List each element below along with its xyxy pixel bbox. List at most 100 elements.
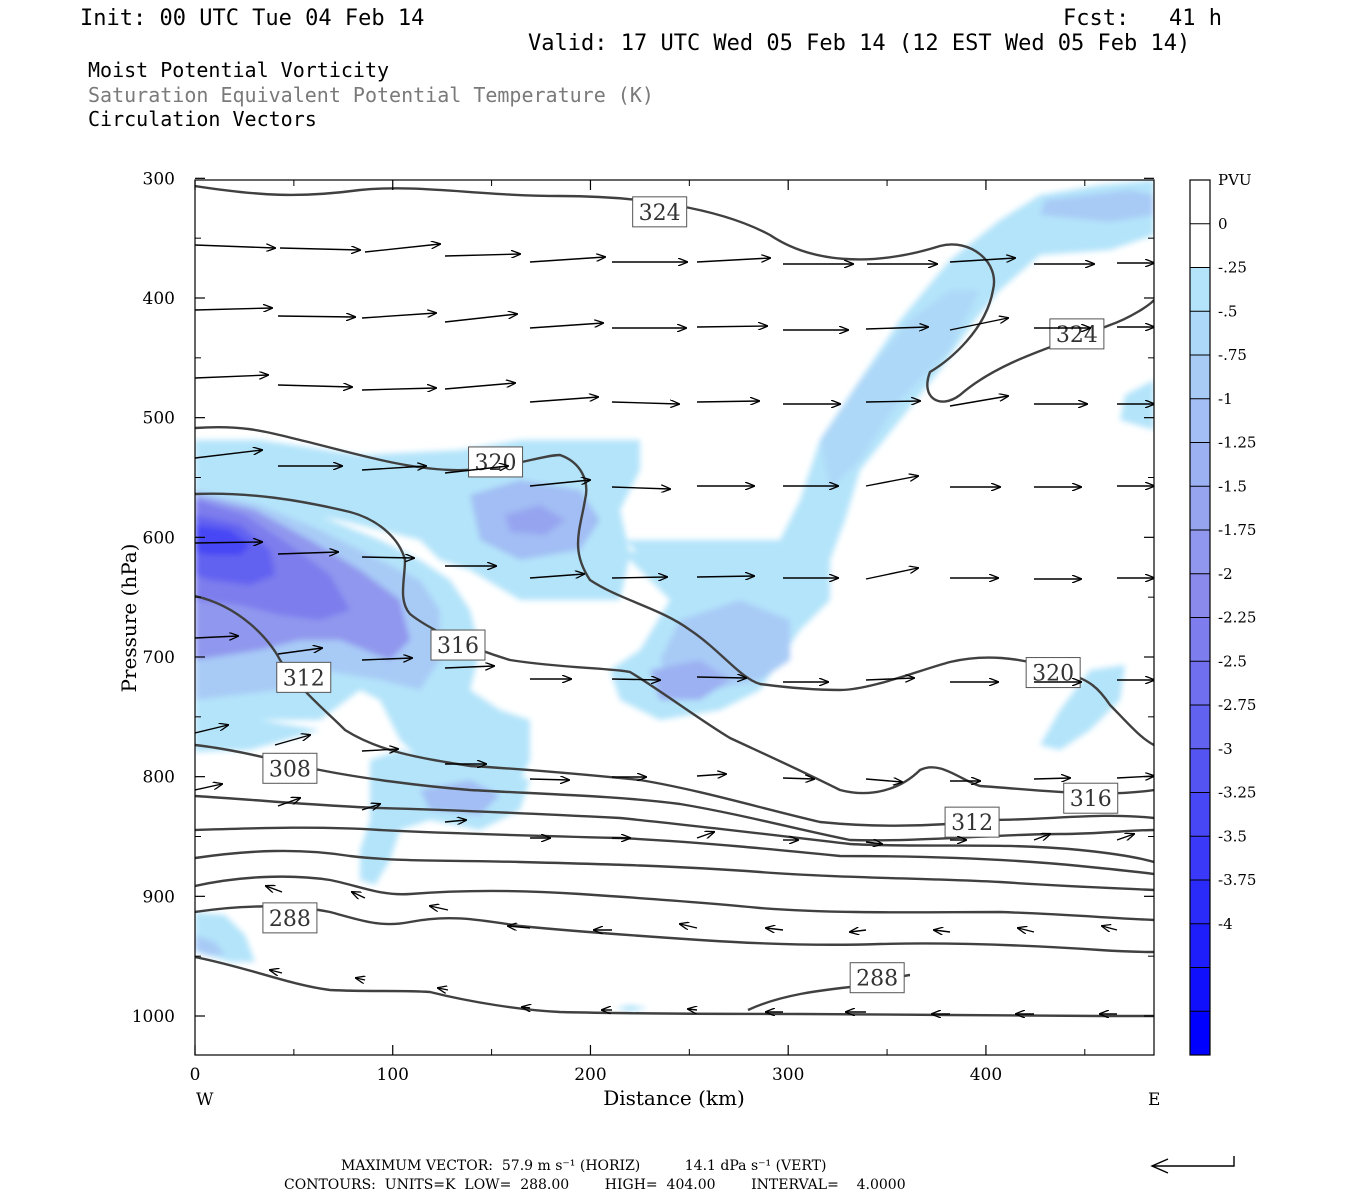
contour-label-box <box>430 629 486 661</box>
colorbar-label: -3.5 <box>1218 827 1247 845</box>
colorbar-label: -4 <box>1218 915 1233 933</box>
contour-284 <box>195 955 1154 1018</box>
contour-324-upper <box>195 184 1154 403</box>
mpv-region-right-edge <box>1120 380 1154 430</box>
colorbar-label: -2.5 <box>1218 652 1247 670</box>
footer-max-vector: MAXIMUM VECTOR: 57.9 m s⁻¹ (HORIZ) 14.1 … <box>341 1158 827 1174</box>
colorbar-swatch <box>1190 267 1210 312</box>
contour-label-box <box>1049 318 1105 350</box>
contour-label: 288 <box>269 907 311 932</box>
colorbar-unit: PVU <box>1218 171 1252 189</box>
y-tick-label: 700 <box>143 648 175 668</box>
colorbar-swatch <box>1190 967 1210 1012</box>
colorbar-label: -1.25 <box>1218 434 1256 452</box>
contour-296 <box>195 849 1154 892</box>
contour-label: 308 <box>269 757 311 782</box>
colorbar-swatch <box>1190 661 1210 706</box>
contour-label-box <box>849 962 905 994</box>
colorbar-swatch <box>1190 355 1210 400</box>
y-tick-label: 300 <box>143 169 175 189</box>
contour-label: 288 <box>856 967 898 992</box>
contour-288 <box>195 905 1154 954</box>
y-tick-label: 600 <box>143 528 175 548</box>
colorbar-label: -.75 <box>1218 346 1247 364</box>
colorbar-swatch <box>1190 486 1210 531</box>
contour-300 <box>195 826 1154 876</box>
colorbar-label: -3 <box>1218 740 1233 758</box>
colorbar-label: -.5 <box>1218 302 1237 320</box>
colorbar-swatch <box>1190 923 1210 968</box>
east-label: E <box>1148 1090 1160 1110</box>
colorbar-label: -2.75 <box>1218 696 1256 714</box>
colorbar-swatch <box>1190 617 1210 662</box>
y-tick-label: 400 <box>143 289 175 309</box>
contour-label: 320 <box>475 451 517 476</box>
colorbar-label: -2 <box>1218 565 1233 583</box>
mpv-region-left-6 <box>195 525 250 555</box>
title-vectors: Circulation Vectors <box>88 107 317 131</box>
axes: 300 400 500 600 700 800 900 1000 0 100 200 300 400 W E… <box>117 169 1160 1110</box>
contour-308 <box>195 743 1154 842</box>
contour-316 <box>195 492 1154 795</box>
contour-label: 316 <box>437 634 479 659</box>
y-axis-label: Pressure (hPa) <box>117 544 141 693</box>
footer-contours: CONTOURS: UNITS=K LOW= 288.00 HIGH= 404.… <box>284 1177 906 1193</box>
colorbar-label: 0 <box>1218 215 1228 233</box>
x-axis-label: Distance (km) <box>603 1086 745 1110</box>
x-tick-label: 400 <box>970 1065 1002 1085</box>
west-label: W <box>196 1090 214 1110</box>
title-mpv: Moist Potential Vorticity <box>88 58 390 82</box>
y-tick-label: 800 <box>143 768 175 788</box>
contour-label: 316 <box>1070 787 1112 812</box>
colorbar-label: -.25 <box>1218 259 1247 277</box>
mpv-region-midlevel <box>195 440 640 600</box>
title-theta-es: Saturation Equivalent Potential Temperat… <box>88 83 654 107</box>
contour-label-box <box>944 806 1000 838</box>
colorbar-swatch <box>1190 705 1210 750</box>
mpv-shading <box>195 180 1154 1012</box>
colorbar-swatch <box>1190 442 1210 487</box>
colorbar-label: -2.25 <box>1218 609 1256 627</box>
colorbar-label: -1 <box>1218 390 1233 408</box>
colorbar-swatch <box>1190 748 1210 793</box>
plot-frame <box>194 179 1155 1056</box>
contour-label: 324 <box>1056 323 1098 348</box>
colorbar-swatch <box>1190 880 1210 925</box>
valid-time: Valid: 17 UTC Wed 05 Feb 14 (12 EST Wed … <box>528 31 1191 56</box>
init-time: Init: 00 UTC Tue 04 Feb 14 <box>80 6 425 31</box>
contour-label: 320 <box>1032 662 1074 687</box>
y-tick-label: 1000 <box>132 1007 175 1027</box>
colorbar-swatch <box>1190 311 1210 356</box>
contour-label-box <box>262 752 318 784</box>
y-tick-label: 900 <box>143 887 175 907</box>
contour-label-box <box>262 902 318 934</box>
contour-label-box <box>632 196 688 228</box>
contour-304 <box>195 794 1154 864</box>
colorbar-swatch <box>1190 180 1210 225</box>
x-tick-label: 0 <box>190 1065 201 1085</box>
mpv-region-diagonal-core <box>820 290 980 490</box>
mpv-region-right-low <box>1040 665 1125 750</box>
mpv-region-mid-core2 <box>505 505 565 535</box>
contour-label-box <box>468 446 524 478</box>
colorbar-label: -3.75 <box>1218 871 1256 889</box>
x-tick-label: 100 <box>377 1065 409 1085</box>
colorbar-swatch <box>1190 836 1210 881</box>
forecast-hour: Fcst: 41 h <box>1063 6 1222 31</box>
contour-292 <box>195 875 1154 922</box>
x-tick-label: 200 <box>574 1065 606 1085</box>
contour-label-box <box>1063 782 1119 814</box>
colorbar-swatch <box>1190 1011 1210 1056</box>
contour-label: 312 <box>951 811 993 836</box>
colorbar-swatch <box>1190 792 1210 837</box>
mpv-region-lower-mid-core <box>420 780 500 815</box>
colorbar-swatch <box>1190 530 1210 575</box>
reference-vector <box>1150 1156 1235 1174</box>
mpv-region-bottom-small <box>615 1005 648 1012</box>
contour-label: 312 <box>283 666 325 691</box>
colorbar-swatch <box>1190 223 1210 268</box>
contour-label-box <box>276 661 332 693</box>
mpv-region-center-3 <box>650 660 730 700</box>
x-tick-label: 300 <box>772 1065 804 1085</box>
